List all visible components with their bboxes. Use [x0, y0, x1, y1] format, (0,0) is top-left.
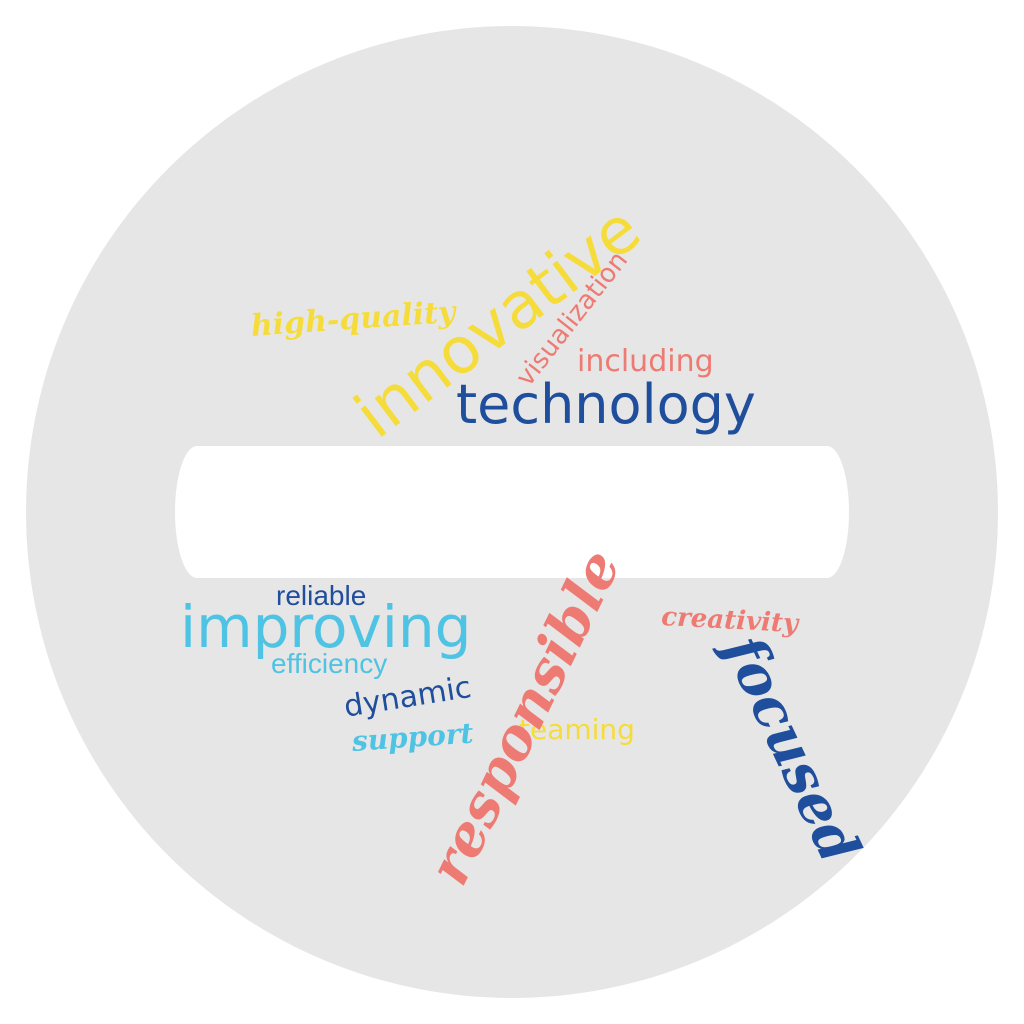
white-bar — [175, 446, 849, 578]
word-efficiency: efficiency — [271, 648, 388, 679]
word-improving: improving — [180, 593, 472, 661]
word-teaming: teaming — [519, 713, 635, 746]
word-creativity: creativity — [660, 602, 799, 640]
word-reliable: reliable — [276, 580, 367, 611]
word-support: support — [350, 716, 475, 758]
word-technology: technology — [456, 373, 756, 436]
word-including: including — [577, 344, 714, 379]
